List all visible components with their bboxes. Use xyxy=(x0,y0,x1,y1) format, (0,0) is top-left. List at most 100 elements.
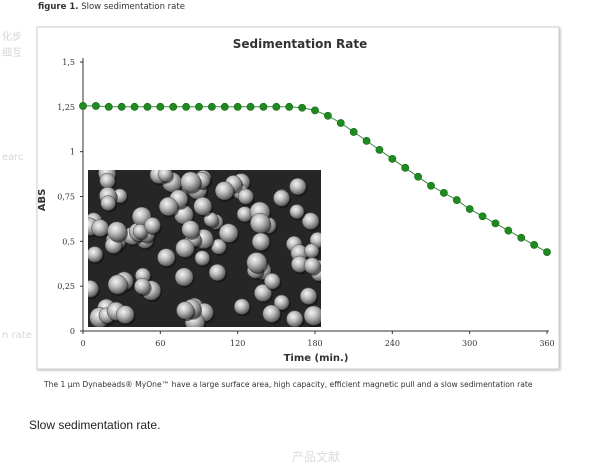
bead xyxy=(303,257,321,276)
bead xyxy=(251,232,271,253)
data-point xyxy=(465,205,474,213)
background-fragment: earc xyxy=(2,152,24,163)
chart-title: Sedimentation Rate xyxy=(233,37,368,51)
chart-series xyxy=(79,102,551,256)
bead xyxy=(107,274,129,296)
data-point xyxy=(375,145,384,154)
bead xyxy=(208,263,227,283)
data-point xyxy=(530,241,539,249)
data-point xyxy=(439,189,448,197)
data-point xyxy=(323,111,332,120)
bead xyxy=(88,246,105,265)
data-point xyxy=(91,102,100,110)
background-fragment: 产品文献 xyxy=(292,450,341,464)
data-point xyxy=(414,172,423,181)
data-point xyxy=(362,137,371,145)
bead xyxy=(301,212,321,232)
x-tick-label: 360 xyxy=(539,339,554,348)
bead xyxy=(193,196,214,217)
data-point xyxy=(156,102,165,111)
data-point xyxy=(491,219,500,228)
data-point xyxy=(117,102,126,111)
figure-caption: The 1 µm Dynabeads® MyOne™ have a large … xyxy=(44,380,533,389)
bead xyxy=(107,221,128,243)
figure-label: figure 1. Slow sedimentation rate xyxy=(38,2,185,12)
bead xyxy=(299,287,319,307)
data-point xyxy=(104,102,113,111)
data-point xyxy=(182,102,191,111)
background-fragment: n rate xyxy=(2,330,32,341)
bead xyxy=(237,188,255,207)
bead xyxy=(246,252,269,275)
bead xyxy=(157,248,177,269)
data-point xyxy=(285,102,294,111)
footer-caption: Slow sedimentation rate. xyxy=(29,418,161,432)
x-axis-label: Time (min.) xyxy=(284,353,349,364)
x-tick-label: 0 xyxy=(80,339,85,348)
data-point xyxy=(311,106,319,115)
bead xyxy=(180,171,202,194)
bead-inset-image xyxy=(88,170,321,327)
y-tick-label: 0,75 xyxy=(57,193,75,202)
x-tick-label: 60 xyxy=(155,339,165,348)
data-point xyxy=(220,102,229,111)
data-point xyxy=(79,102,87,110)
data-point xyxy=(207,102,216,111)
data-point xyxy=(504,226,513,235)
bead xyxy=(273,294,291,312)
sedimentation-chart: Sedimentation Rate 00,250,50,7511,251,50… xyxy=(36,26,560,370)
bead xyxy=(174,267,195,288)
y-tick-label: 0,25 xyxy=(57,282,75,291)
bead xyxy=(210,238,228,257)
data-point xyxy=(233,102,242,111)
data-point xyxy=(478,212,487,221)
data-point xyxy=(336,119,345,127)
data-point xyxy=(298,103,307,112)
x-tick-label: 120 xyxy=(230,339,245,348)
data-point xyxy=(130,102,139,111)
bead xyxy=(215,181,236,202)
y-tick-label: 0 xyxy=(70,327,75,336)
data-point xyxy=(543,248,551,256)
data-point xyxy=(259,102,268,111)
y-tick-label: 0,5 xyxy=(62,237,75,246)
figure-label-text: Slow sedimentation rate xyxy=(81,2,185,12)
bead xyxy=(91,219,110,239)
data-point xyxy=(272,102,281,111)
bead xyxy=(157,170,174,184)
figure-label-prefix: figure 1. xyxy=(38,2,79,12)
bead xyxy=(99,172,117,191)
bead xyxy=(286,310,305,327)
bead xyxy=(132,223,149,241)
bead xyxy=(303,305,321,327)
bead xyxy=(262,304,282,325)
bead xyxy=(100,195,117,213)
data-point xyxy=(349,128,358,136)
bead xyxy=(158,196,180,218)
bead xyxy=(273,189,291,209)
x-tick-label: 300 xyxy=(462,339,477,348)
x-tick-label: 180 xyxy=(307,339,322,348)
bead xyxy=(181,220,201,240)
bead xyxy=(176,301,196,322)
data-point xyxy=(452,196,461,204)
y-tick-label: 1,25 xyxy=(57,103,75,112)
background-fragment: 化步 xyxy=(2,32,22,43)
bead xyxy=(289,177,308,197)
bead xyxy=(254,284,273,304)
bead xyxy=(250,212,272,235)
y-axis-label: ABS xyxy=(37,189,48,212)
data-point xyxy=(427,181,435,190)
data-point xyxy=(143,102,152,111)
bead xyxy=(175,238,196,260)
bead xyxy=(194,250,212,268)
data-point xyxy=(195,102,203,111)
bead xyxy=(218,223,240,245)
data-point xyxy=(169,102,178,111)
bead xyxy=(233,298,252,317)
bead xyxy=(304,243,321,260)
bead xyxy=(134,278,152,297)
bead xyxy=(289,204,306,221)
bead xyxy=(144,217,162,236)
data-point xyxy=(517,233,526,242)
